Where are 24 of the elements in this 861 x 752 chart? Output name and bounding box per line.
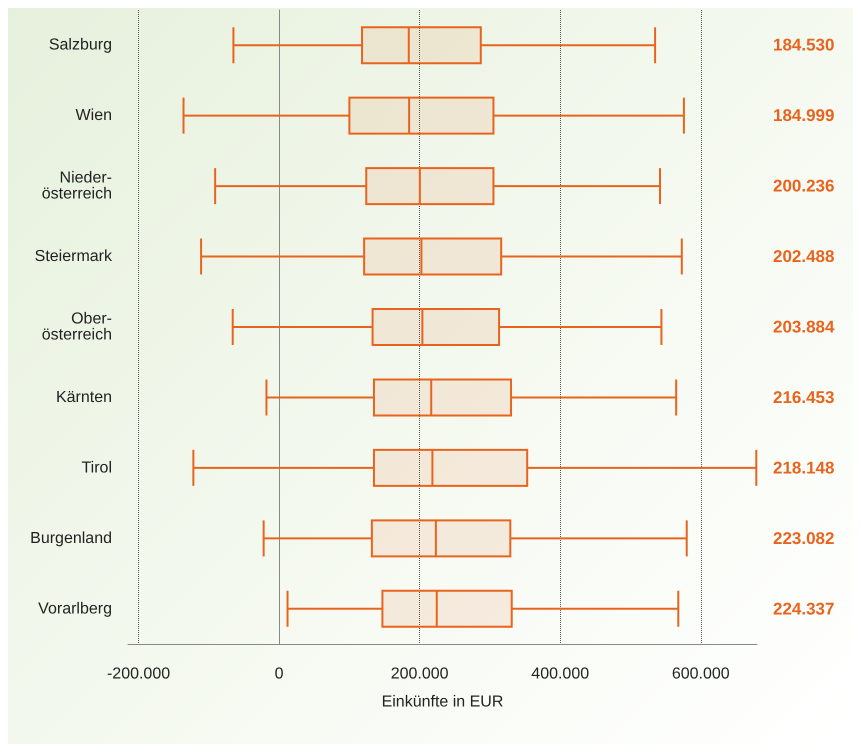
text: 203.884 [773, 318, 834, 336]
x-tick-label: -200.000 [106, 666, 170, 682]
y-tick-label: Burgenland [30, 530, 112, 547]
y-tick-label: Ober- österreich [42, 310, 112, 344]
text: 216.453 [773, 388, 834, 407]
text: 184.530 [773, 36, 834, 55]
text: 223.082 [773, 528, 834, 548]
x-tick-label: 400.000 [531, 666, 590, 682]
y-tick-label: Nieder- österreich [42, 170, 112, 203]
text: 200.236 [773, 176, 834, 196]
y-tick-label: Tirol [81, 459, 112, 476]
y-tick-label: Steiermark [34, 248, 113, 266]
y-tick-label: Vorarlberg [38, 600, 112, 618]
x-tick-label: 0 [274, 666, 284, 682]
x-tick-label: 200.000 [390, 666, 449, 682]
y-tick-label: Wien [76, 107, 112, 124]
x-tick-label: 600.000 [672, 666, 730, 682]
text: 224.337 [773, 599, 834, 618]
text: 218.148 [773, 458, 834, 478]
y-tick-label: Salzburg [48, 36, 112, 54]
x-axis-title: Einkünfte in EUR [382, 694, 504, 710]
text: 184.999 [773, 106, 834, 126]
y-tick-label: Kärnten [56, 388, 112, 406]
text: 202.488 [773, 247, 834, 266]
